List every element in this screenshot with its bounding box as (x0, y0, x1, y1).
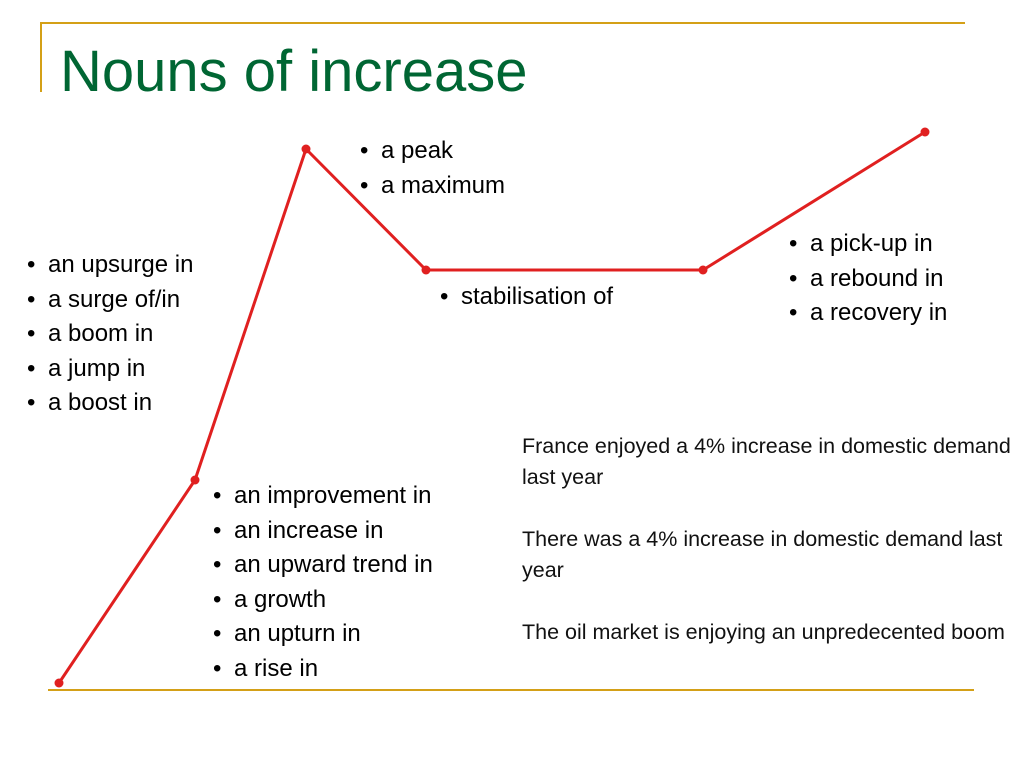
trend-line (57, 130, 926, 684)
left-rule (40, 22, 42, 92)
noun-item: a recovery in (789, 296, 947, 331)
noun-item: a surge of/in (27, 283, 193, 318)
top-rule (40, 22, 965, 24)
noun-item: an upsurge in (27, 248, 193, 283)
example-sentence: France enjoyed a 4% increase in domestic… (522, 434, 1011, 489)
noun-item: a jump in (27, 352, 193, 387)
noun-item: an upturn in (213, 617, 433, 652)
noun-item: a growth (213, 583, 433, 618)
noun-item: a pick-up in (789, 227, 947, 262)
noun-item: a peak (360, 134, 505, 169)
slide-title: Nouns of increase (60, 39, 528, 104)
trend-point-recovery (920, 127, 930, 137)
noun-item: a rebound in (789, 262, 947, 297)
upsurge-noun-list: an upsurge in a surge of/in a boom in a … (27, 248, 193, 421)
noun-item: stabilisation of (440, 280, 613, 315)
noun-item: a maximum (360, 169, 505, 204)
example-sentences: France enjoyed a 4% increase in domestic… (522, 431, 1017, 648)
bottom-rule (48, 689, 974, 691)
improvement-noun-list: an improvement in an increase in an upwa… (213, 479, 433, 686)
example-sentence: The oil market is enjoying an unpredecen… (522, 620, 1005, 644)
noun-item: an increase in (213, 514, 433, 549)
trend-point-rise (190, 475, 200, 485)
noun-item: a boom in (27, 317, 193, 352)
trend-point-start (54, 678, 64, 688)
trend-point-peak (301, 144, 311, 154)
noun-item: a boost in (27, 386, 193, 421)
peak-noun-list: a peak a maximum (360, 134, 505, 203)
trend-point-stable-end (698, 265, 708, 275)
trend-points (54, 127, 930, 688)
noun-item: an upward trend in (213, 548, 433, 583)
example-sentence: There was a 4% increase in domestic dema… (522, 527, 1003, 582)
trend-point-stable-start (421, 265, 431, 275)
noun-item: a rise in (213, 652, 433, 687)
recovery-noun-list: a pick-up in a rebound in a recovery in (789, 227, 947, 331)
stabilisation-noun-list: stabilisation of (440, 280, 613, 315)
noun-item: an improvement in (213, 479, 433, 514)
